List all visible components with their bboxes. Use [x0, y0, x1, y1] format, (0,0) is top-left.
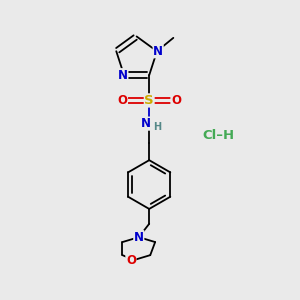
Text: H: H: [154, 122, 162, 132]
Text: N: N: [141, 117, 151, 130]
Text: O: O: [118, 94, 128, 107]
Text: Cl–H: Cl–H: [202, 129, 234, 142]
Text: N: N: [134, 231, 144, 244]
Text: N: N: [118, 69, 128, 82]
Text: N: N: [153, 45, 163, 58]
Text: O: O: [126, 254, 136, 266]
Text: S: S: [144, 94, 154, 107]
Text: O: O: [171, 94, 181, 107]
